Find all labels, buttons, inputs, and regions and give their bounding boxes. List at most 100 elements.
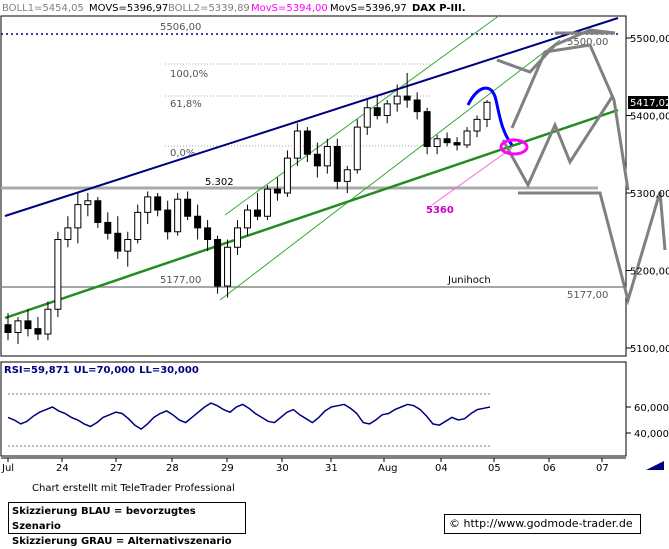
junihoch-label: Junihoch xyxy=(447,275,491,286)
website-url[interactable]: http://www.godmode-trader.de xyxy=(463,517,633,530)
candle-body xyxy=(184,198,192,217)
fib-0-label: 0,0% xyxy=(170,148,195,159)
y-axis: 5100,00 5200,00 5300,00 5400,00 5500,00 xyxy=(626,34,669,355)
header-movs: MOVS=5396,97 xyxy=(89,3,168,14)
candle-body xyxy=(473,118,481,132)
candle-body xyxy=(293,130,301,159)
header-title: DAX P-III. xyxy=(412,3,466,14)
green-channel-upper xyxy=(224,14,501,216)
candle-body xyxy=(283,157,291,194)
website-link[interactable]: © http://www.godmode-trader.de xyxy=(444,514,641,534)
legend-line-blue: Skizzierung BLAU = bevorzugtes Szenario xyxy=(12,506,196,532)
candle-body xyxy=(4,324,12,333)
y-tick-label: 5300,00 xyxy=(630,189,669,200)
x-tick-label: 05 xyxy=(488,463,501,474)
candle-body xyxy=(433,138,441,147)
x-tick-label: 07 xyxy=(596,463,609,474)
blue-trendline xyxy=(4,17,619,217)
candle-body xyxy=(144,196,152,213)
candle-body xyxy=(44,308,52,335)
candle-body xyxy=(84,200,92,206)
candle-body xyxy=(443,138,451,144)
candle-body xyxy=(54,239,62,310)
candle-body xyxy=(164,209,172,233)
candle-body xyxy=(124,239,132,252)
y-tick-label: 5500,00 xyxy=(630,34,669,45)
fib-100-label: 100,0% xyxy=(170,69,208,80)
magenta-target-ellipse xyxy=(499,138,529,156)
candle-body xyxy=(463,130,471,146)
level-5500-right-label: 5500,00 xyxy=(567,37,608,48)
level-5177-left-label: 5177,00 xyxy=(160,275,201,286)
candle-body xyxy=(94,200,102,223)
x-tick-label: 24 xyxy=(56,463,69,474)
price-marker-label: 5417,02 xyxy=(630,98,669,109)
header-movs-2: MovS=5396,97 xyxy=(330,3,407,14)
candle-body xyxy=(363,107,371,128)
x-tick-label: 27 xyxy=(110,463,123,474)
candle-body xyxy=(413,99,421,113)
candle-body xyxy=(214,239,222,287)
rsi-tick-label: 60,000 xyxy=(634,403,669,414)
y-tick-label: 5200,00 xyxy=(630,267,669,278)
x-tick-label: 31 xyxy=(325,463,338,474)
candle-body xyxy=(353,126,361,171)
blue-scenario-arc xyxy=(466,86,514,146)
price-marker-box xyxy=(628,96,668,109)
candle-body xyxy=(263,188,271,217)
candle-body xyxy=(303,130,311,155)
candle-body xyxy=(313,153,321,167)
candle-body xyxy=(174,198,182,233)
candle-body xyxy=(453,142,461,146)
level-5506-label: 5506,00 xyxy=(160,22,201,33)
candle-body xyxy=(403,95,411,101)
x-axis: Jul 24 27 28 29 30 31 Aug 04 05 06 07 xyxy=(1,458,609,474)
rsi-line xyxy=(7,402,491,431)
x-tick-label: Aug xyxy=(378,463,398,474)
header-movs-magenta: MovS=5394,00 xyxy=(251,3,328,14)
candle-body xyxy=(393,95,401,105)
rsi-label: RSI=59,871 UL=70,000 LL=30,000 xyxy=(4,365,199,376)
label-5360: 5360 xyxy=(426,205,454,216)
x-tick-label: 06 xyxy=(543,463,556,474)
level-5302-label: 5.302 xyxy=(205,177,234,188)
candle-body xyxy=(64,227,72,240)
candle-body xyxy=(114,232,122,252)
price-panel xyxy=(0,15,627,357)
candle-body xyxy=(333,146,341,182)
rsi-value: 59,871 xyxy=(31,365,70,376)
rsi-panel xyxy=(0,361,627,457)
x-tick-label: 04 xyxy=(435,463,448,474)
candle-body xyxy=(194,215,202,229)
x-tick-label: 29 xyxy=(221,463,234,474)
candle-body xyxy=(383,103,391,116)
candle-body xyxy=(224,246,232,287)
rsi-axis: 40,000 60,000 xyxy=(626,403,669,440)
x-tick-label: 28 xyxy=(166,463,179,474)
candle-body xyxy=(204,227,212,240)
scroll-arrow-icon[interactable] xyxy=(646,461,664,470)
candle-body xyxy=(24,320,32,330)
rsi-tick-label: 40,000 xyxy=(634,429,669,440)
x-tick-label: Jul xyxy=(1,463,14,474)
x-tick-label: 30 xyxy=(276,463,289,474)
candle-body xyxy=(343,169,351,182)
candle-body xyxy=(74,204,82,229)
legend-line-grey: Skizzierung GRAU = Alternativszenario xyxy=(12,536,232,547)
rsi-ll: LL=30,000 xyxy=(139,365,199,376)
scenario-legend: Skizzierung BLAU = bevorzugtes Szenario … xyxy=(8,502,246,547)
grey-scenario-path-2 xyxy=(501,96,614,189)
candle-body xyxy=(14,320,22,333)
candle-body xyxy=(104,221,112,234)
level-5177-right-label: 5177,00 xyxy=(567,290,608,301)
candle-body xyxy=(134,211,142,240)
rsi-prefix: RSI= xyxy=(4,365,31,376)
y-tick-label: 5400,00 xyxy=(630,112,669,123)
candles-group xyxy=(4,72,491,345)
candle-body xyxy=(244,209,251,229)
grey-scenario-path-3 xyxy=(510,43,630,191)
copyright-icon: © xyxy=(449,517,460,530)
candle-body xyxy=(423,111,431,147)
candle-body xyxy=(483,101,491,120)
